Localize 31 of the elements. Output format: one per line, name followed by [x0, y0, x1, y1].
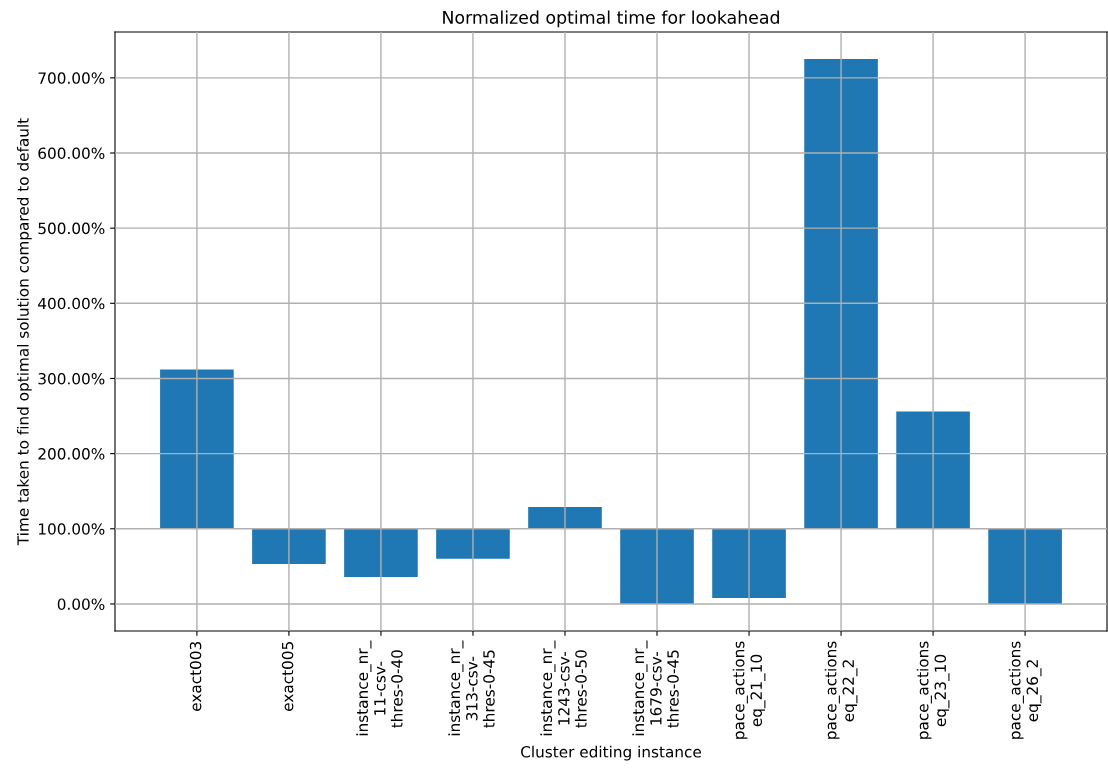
x-tick-label: instance_nr_ 1243-csv- thres-0-50	[540, 640, 587, 736]
x-tick-label: pace_actions eq_22_2	[824, 641, 858, 739]
chart-title: Normalized optimal time for lookahead	[443, 10, 779, 28]
y-axis-title: Time taken to find optimal solution compared to default	[16, 118, 32, 546]
x-tick-label: pace_actions eq_21_10	[732, 641, 766, 739]
bar	[712, 528, 786, 598]
x-tick-label: instance_nr_ 313-csv- thres-0-45	[448, 640, 495, 736]
x-tick-label: exact005	[281, 642, 294, 711]
bar	[160, 369, 234, 529]
bar	[620, 528, 694, 604]
y-tick-label: 300.00%	[38, 372, 105, 385]
x-tick-label: instance_nr_ 11-csv- thres-0-40	[356, 640, 403, 736]
x-tick-label: exact003	[189, 641, 202, 711]
y-tick-label: 700.00%	[38, 72, 105, 84]
x-tick-label: instance_nr_ 1679-csv- thres-0-45	[632, 640, 679, 736]
x-axis-title: Cluster editing instance	[521, 745, 701, 761]
bar	[252, 528, 326, 565]
bar	[436, 528, 510, 559]
bar	[804, 59, 878, 529]
y-tick-label: 500.00%	[38, 222, 105, 235]
x-tick-label: pace_actions eq_26_2	[1008, 641, 1042, 739]
y-tick-label: 0.00%	[57, 598, 105, 610]
bar	[896, 411, 970, 529]
x-tick-label: pace_actions eq_23_10	[916, 641, 950, 739]
y-tick-label: 100.00%	[38, 523, 105, 535]
y-tick-label: 400.00%	[38, 297, 105, 310]
bar	[344, 528, 418, 577]
y-tick-label: 200.00%	[38, 448, 105, 460]
bar	[988, 528, 1062, 604]
y-tick-label: 600.00%	[38, 147, 105, 160]
bar	[528, 506, 602, 529]
